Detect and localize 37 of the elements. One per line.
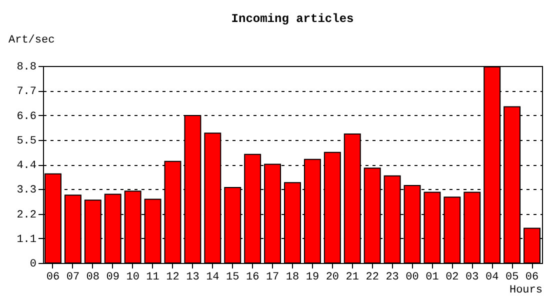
y-axis-title: Art/sec <box>8 34 55 46</box>
x-tick-label: 17 <box>266 272 280 284</box>
x-tick-label: 15 <box>226 272 240 284</box>
x-tick-label: 18 <box>286 272 300 284</box>
y-tick-label: 2.2 <box>16 209 36 222</box>
x-tick-label: 13 <box>186 272 200 284</box>
x-tick-label: 21 <box>346 272 360 284</box>
x-tick-label: 06 <box>46 272 60 284</box>
y-tick-label: 4.4 <box>16 160 37 172</box>
x-tick-label: 08 <box>86 272 100 284</box>
x-axis-title: Hours <box>509 284 542 296</box>
y-tick-label: 0 <box>30 258 36 270</box>
x-tick-label: 05 <box>505 272 519 284</box>
y-tick-label: 6.6 <box>16 110 36 123</box>
x-tick-label: 02 <box>446 272 459 284</box>
x-tick-label: 01 <box>426 272 440 284</box>
x-tick-label: 16 <box>246 272 260 284</box>
x-tick-label: 00 <box>406 272 419 284</box>
y-tick-label: 7.7 <box>16 86 36 98</box>
x-tick-label: 22 <box>366 272 379 284</box>
x-tick-label: 12 <box>166 272 180 284</box>
y-tick-label: 8.8 <box>16 62 36 74</box>
x-tick-label: 03 <box>466 272 479 284</box>
x-tick-label: 11 <box>146 272 160 284</box>
x-tick-label: 19 <box>306 272 320 284</box>
x-tick-label: 06 <box>525 272 539 284</box>
y-tick-label: 5.5 <box>16 135 36 148</box>
x-tick-label: 10 <box>126 272 140 284</box>
y-tick-label: 3.3 <box>16 184 36 197</box>
x-tick-label: 14 <box>206 272 220 284</box>
x-tick-label: 20 <box>326 272 340 284</box>
x-tick-label: 09 <box>106 272 120 284</box>
x-tick-label: 23 <box>386 272 399 284</box>
y-tick-label: 1.1 <box>16 234 37 246</box>
x-tick-label: 04 <box>486 272 500 284</box>
x-tick-label: 07 <box>66 272 80 284</box>
chart-title: Incoming articles <box>231 12 354 26</box>
